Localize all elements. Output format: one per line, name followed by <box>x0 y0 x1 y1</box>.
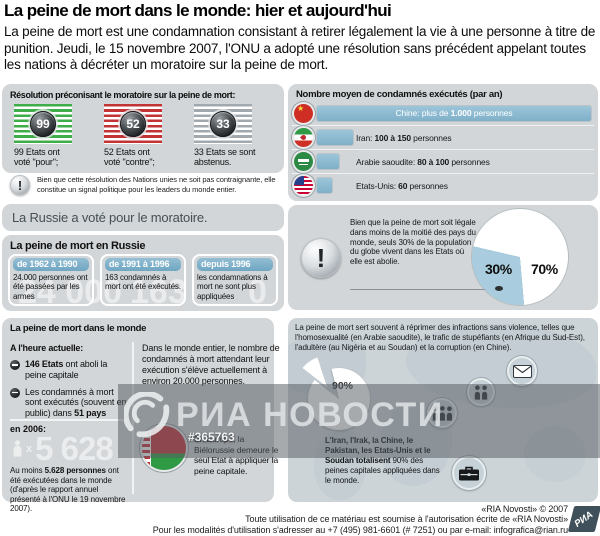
exec-row-saudi-arabia: Arabie saoudite: 80 à 100 personnes <box>292 149 594 173</box>
world-awaiting-column: Dans le monde entier, le nombre de conda… <box>142 343 288 387</box>
population-note: Bien que la peine de mort soit légale da… <box>350 218 476 266</box>
period-chip: de 1991 à 1996 <box>105 258 181 271</box>
bullet-abolished: 146 Etats ont aboli la peine capitale <box>10 359 128 381</box>
russia-vote-text: La Russie a voté pour le moratoire. <box>12 210 208 225</box>
gray-stripes-icon: 33 <box>194 104 252 144</box>
exec-row-iran: Iran: 100 à 150 personnes <box>292 125 594 149</box>
saudi-arabia-flag-icon <box>294 152 313 171</box>
intro-text: La peine de mort est une condamnation co… <box>4 24 596 73</box>
exec-row-china: Chine: plus de 1.000 personnes <box>292 101 594 125</box>
russia-vote-panel: La Russie a voté pour le moratoire. <box>2 204 284 231</box>
green-stripes-icon: 99 <box>14 104 72 144</box>
russia-panel-title: La peine de mort en Russie <box>10 240 146 252</box>
no-execution-icon <box>10 387 20 398</box>
world-panel-title: La peine de mort dans le monde <box>10 323 147 334</box>
footer-copyright: «RIA Novosti» © 2007 <box>481 504 568 514</box>
divider <box>10 419 128 421</box>
saudi-arabia-bar <box>317 154 339 169</box>
period-text: 24.000 personnes ont été passées par les… <box>13 273 88 301</box>
repression-intro: La peine de mort sert souvent à réprimer… <box>295 323 585 352</box>
watermark-image-id: #365763 <box>188 430 235 444</box>
iran-bar <box>317 130 353 145</box>
world-current-column: A l'heure actuelle: 146 Etats ont aboli … <box>10 343 128 419</box>
page-title: La peine de mort dans le monde: hier et … <box>4 1 392 20</box>
china-flag-icon <box>294 103 313 123</box>
red-stripes-icon: 52 <box>104 104 162 144</box>
period-card-1962-1990: de 1962 à 1990 24.000 personnes ont été … <box>8 254 94 306</box>
period-text: les condamnations à mort ne sont plus ap… <box>197 273 268 301</box>
period-card-depuis-1996: depuis 1996 les condamnations à mort ne … <box>192 254 278 306</box>
no-execution-icon <box>10 360 20 370</box>
resolution-note-text: Bien que cette résolution des Nations un… <box>37 175 276 194</box>
watermark-band: РИА НОВОСТИ #365763 <box>118 384 600 458</box>
period-row: de 1962 à 1990 24.000 personnes ont été … <box>2 254 284 306</box>
envelope-icon <box>507 356 537 386</box>
period-chip: depuis 1996 <box>197 258 273 271</box>
globe-icon <box>124 392 170 438</box>
vote-count-badge: 33 <box>210 111 236 137</box>
exec-label: Arabie saoudite: 80 à 100 personnes <box>356 156 490 167</box>
year-2006-label: en 2006: <box>10 424 47 434</box>
pointer-dot <box>495 286 503 291</box>
vote-item-abstenus: 33 33 Etats se sont abstenus. <box>188 102 278 168</box>
footer-contact-line: Pour les modalités d'utilisation s'adres… <box>152 524 568 535</box>
usa-bar <box>317 178 332 193</box>
exec-row-usa: Etats-Unis: 60 personnes <box>292 173 594 197</box>
pointer-line <box>350 289 500 290</box>
current-label: A l'heure actuelle: <box>10 343 84 353</box>
vote-item-contre: 52 52 Etats ont voté "contre"; <box>98 102 188 168</box>
bullet-executing: Les condamnés à mort sont exécutés (souv… <box>10 387 128 419</box>
exec-label: Etats-Unis: 60 personnes <box>356 180 448 191</box>
vote-row: 99 99 Etats ont voté "pour"; 52 52 Etats … <box>2 102 284 168</box>
vote-caption: 33 Etats se sont abstenus. <box>194 147 256 168</box>
iran-flag-icon <box>294 128 313 147</box>
executions-title: Nombre moyen de condamnés exécutés (par … <box>296 89 503 100</box>
usa-flag-icon <box>294 176 313 195</box>
vote-count-badge: 52 <box>120 111 146 137</box>
footer: «RIA Novosti» © 2007 Toute utilisation d… <box>4 504 568 535</box>
vote-caption: 52 Etats ont voté "contre"; <box>104 147 155 168</box>
executions-2006-text: Au moins 5.628 personnes ont été exécuté… <box>10 466 126 514</box>
executions-panel: Nombre moyen de condamnés exécutés (par … <box>288 84 598 201</box>
resolution-title: Résolution préconisant le moratoire sur … <box>10 90 236 100</box>
pie-label-70: 70% <box>531 261 558 277</box>
resolution-panel: Résolution préconisant le moratoire sur … <box>2 84 284 173</box>
period-card-1991-1996: de 1991 à 1996 163 condamnés à mort ont … <box>100 254 186 306</box>
period-text: 163 condamnés à mort ont été exécutés. <box>105 273 181 292</box>
russia-panel: La peine de mort en Russie 24 000 163 0 … <box>2 235 284 311</box>
china-bar: Chine: plus de 1.000 personnes <box>317 105 591 121</box>
population-panel: ! Bien que la peine de mort soit légale … <box>288 205 598 310</box>
population-pie-chart <box>472 209 568 305</box>
pie-label-30: 30% <box>485 261 512 277</box>
ria-novosti-logo: РИА <box>567 506 600 532</box>
ghost-2006-count: x 5 628 <box>12 432 114 465</box>
exec-label: Iran: 100 à 150 personnes <box>356 132 452 143</box>
briefcase-icon <box>452 456 486 490</box>
person-icon <box>13 440 22 457</box>
period-chip: de 1962 à 1990 <box>13 258 89 271</box>
vote-item-pour: 99 99 Etats ont voté "pour"; <box>8 102 98 168</box>
exclamation-icon: ! <box>10 175 30 195</box>
exclamation-icon: ! <box>301 238 341 278</box>
vote-caption: 99 Etats ont voté "pour"; <box>14 147 60 168</box>
ghost-number: 0 <box>248 273 267 311</box>
awaiting-text: Dans le monde entier, le nombre de conda… <box>142 343 280 386</box>
vote-count-badge: 99 <box>30 111 56 137</box>
resolution-note: ! Bien que cette résolution des Nations … <box>10 175 282 195</box>
footer-usage-line: Toute utilisation de ce matériau est sou… <box>245 514 568 525</box>
watermark-brand: РИА НОВОСТИ <box>176 396 444 434</box>
